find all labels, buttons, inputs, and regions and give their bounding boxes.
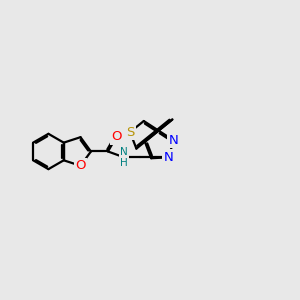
Text: N: N [164, 151, 174, 164]
Text: N
H: N H [120, 146, 128, 168]
Text: N: N [169, 134, 178, 147]
Text: O: O [111, 130, 122, 143]
Text: O: O [75, 159, 86, 172]
Text: S: S [126, 126, 134, 139]
